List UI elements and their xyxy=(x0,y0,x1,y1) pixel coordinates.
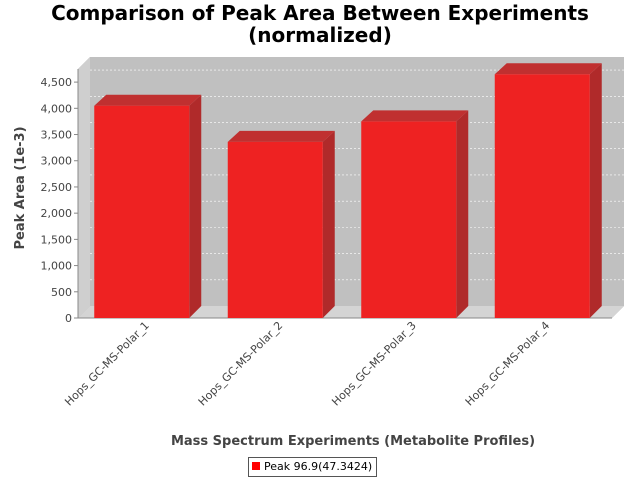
bar xyxy=(361,121,457,318)
legend-label: Peak 96.9(47.3424) xyxy=(264,460,373,473)
bar xyxy=(494,74,590,319)
bar-top xyxy=(94,94,202,106)
y-tick-label: 2,000 xyxy=(41,207,73,220)
bar-side xyxy=(322,130,335,318)
x-tick-label: Hops_GC-MS-Polar_4 xyxy=(463,319,553,409)
bar-side xyxy=(189,94,202,319)
bar-top xyxy=(494,63,602,75)
x-axis-label: Mass Spectrum Experiments (Metabolite Pr… xyxy=(171,434,535,449)
y-tick-label: 3,000 xyxy=(41,155,73,168)
y-tick-label: 4,500 xyxy=(41,76,73,89)
bar xyxy=(94,105,190,319)
legend-swatch xyxy=(252,462,260,470)
x-tick-label: Hops_GC-MS-Polar_3 xyxy=(329,319,419,409)
plot-floor xyxy=(78,306,624,318)
bar-side xyxy=(456,110,469,318)
y-tick-label: 3,500 xyxy=(41,129,73,142)
bar xyxy=(227,141,323,318)
bar-side xyxy=(589,63,602,319)
legend: Peak 96.9(47.3424) xyxy=(248,457,378,477)
y-tick-label: 0 xyxy=(65,312,72,325)
y-tick-label: 500 xyxy=(51,286,72,299)
plot-left-wall xyxy=(78,57,90,318)
bar-top xyxy=(361,110,469,122)
y-tick-label: 2,500 xyxy=(41,181,73,194)
x-tick-label: Hops_GC-MS-Polar_2 xyxy=(196,319,286,409)
chart-title-line2: (normalized) xyxy=(248,23,392,47)
chart-title-line1: Comparison of Peak Area Between Experime… xyxy=(51,1,589,25)
y-tick-label: 1,500 xyxy=(41,233,73,246)
x-tick-label: Hops_GC-MS-Polar_1 xyxy=(62,319,152,409)
y-axis-label: Peak Area (1e-3) xyxy=(13,126,28,249)
y-tick-label: 4,000 xyxy=(41,102,73,115)
bar-top xyxy=(227,130,335,142)
chart-title: Comparison of Peak Area Between Experime… xyxy=(0,2,640,46)
y-tick-label: 1,000 xyxy=(41,260,73,273)
